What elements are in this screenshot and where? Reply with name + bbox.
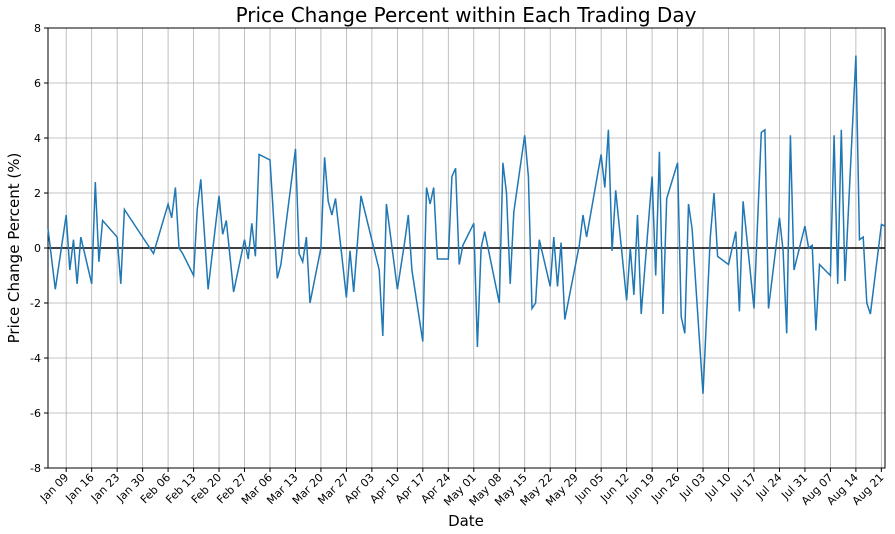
y-tick-label: 8 <box>34 22 41 35</box>
x-tick-label: Jun 05 <box>572 471 606 505</box>
x-tick-label: Jul 24 <box>753 471 785 503</box>
x-tick-label: Jul 03 <box>677 471 709 503</box>
y-tick-label: -6 <box>30 407 41 420</box>
y-axis-label: Price Change Percent (%) <box>5 153 23 344</box>
data-line <box>47 55 886 394</box>
x-tick-label: Jan 23 <box>88 471 122 505</box>
x-tick-label: Jan 16 <box>63 471 97 505</box>
x-axis-label: Date <box>448 512 484 530</box>
x-tick-label: Jun 12 <box>597 471 631 505</box>
x-tick-label: Jan 09 <box>37 471 71 505</box>
x-tick-label: Jul 10 <box>702 471 734 503</box>
y-tick-label: -8 <box>30 462 41 475</box>
y-tick-label: -2 <box>30 297 41 310</box>
x-tick-label: Jun 19 <box>623 471 657 505</box>
y-tick-label: -4 <box>30 352 41 365</box>
y-tick-label: 2 <box>34 187 41 200</box>
x-tick-label: Jul 17 <box>727 471 759 503</box>
y-tick-label: 4 <box>34 132 41 145</box>
y-tick-label: 6 <box>34 77 41 90</box>
x-tick-label: Jun 26 <box>648 471 682 505</box>
y-tick-label: 0 <box>34 242 41 255</box>
chart-title: Price Change Percent within Each Trading… <box>236 3 697 27</box>
